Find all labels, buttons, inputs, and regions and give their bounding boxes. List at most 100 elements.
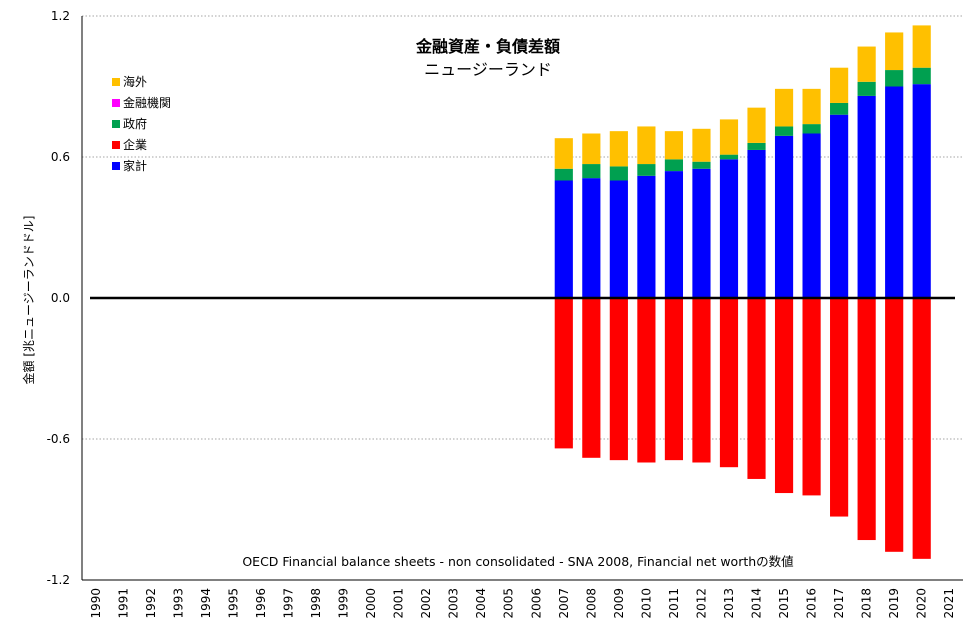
bar-segment [664,171,684,298]
bar-segment [719,154,739,160]
bar-segment [774,298,794,494]
bar-segment [664,159,684,172]
x-tick-label: 1993 [171,588,185,619]
legend-label: 企業 [123,137,147,152]
x-tick-label: 2006 [529,588,543,619]
x-tick-label: 1996 [254,588,268,619]
bar-segment [885,32,904,71]
bar-segment [885,70,904,87]
x-tick-label: 2012 [694,588,708,619]
x-tick-label: 2000 [364,588,378,619]
x-tick-label: 1998 [309,588,323,619]
chart-subtitle: ニュージーランド [424,60,552,79]
bar-segment [830,102,849,115]
legend-label: 海外 [123,74,147,89]
bar-segment [774,88,794,127]
bar-segment [747,298,766,479]
bar-segment [857,46,876,82]
x-tick-label: 2007 [557,588,571,619]
legend-label: 政府 [123,116,147,131]
bar-segment [664,298,684,461]
x-tick-label: 1994 [199,588,213,619]
bar-segment [747,107,766,143]
bar-segment [554,180,573,298]
legend-label: 家計 [123,158,147,173]
bar-segment [774,126,794,136]
y-tick-label: -1.2 [47,573,70,587]
x-tick-label: 1991 [116,588,130,619]
x-tick-label: 2016 [805,588,819,619]
x-tick-label: 1999 [337,588,351,619]
bar-segment [830,67,849,103]
legend-swatch [112,141,120,149]
legend-label: 金融機関 [123,95,171,110]
bar-segment [802,298,821,496]
source-note: OECD Financial balance sheets - non cons… [242,554,793,569]
bar-segment [802,88,821,125]
x-tick-label: 2017 [832,588,846,619]
legend-swatch [112,99,120,107]
bar-segment [830,298,849,517]
bar-segment [582,178,601,298]
x-tick-label: 2018 [860,588,874,619]
x-tick-label: 2011 [667,588,681,619]
bar-segment [692,298,711,463]
bar-segment [912,67,931,85]
bar-segment [747,149,766,298]
bar-layer [554,25,931,559]
bar-segment [912,298,931,559]
legend-swatch [112,78,120,86]
bar-segment [692,161,711,169]
x-tick-label: 2009 [612,588,626,619]
bar-segment [554,168,573,181]
bar-segment [609,131,628,167]
x-tick-label: 2013 [722,588,736,619]
x-tick-label: 2014 [750,588,764,619]
bar-segment [857,95,876,299]
bar-segment [637,126,656,165]
x-tick-label: 1995 [226,588,240,619]
legend-swatch [112,120,120,128]
x-tick-label: 1997 [281,588,295,619]
bar-segment [885,298,904,552]
bar-segment [637,298,656,463]
legend-swatch [112,162,120,170]
bar-segment [554,138,573,169]
x-tick-label: 1990 [89,588,103,619]
bar-segment [609,180,628,298]
x-tick-label: 2001 [392,588,406,619]
bar-segment [582,133,601,165]
x-tick-label: 1992 [144,588,158,619]
bar-segment [719,119,739,155]
x-tick-label: 2004 [474,588,488,619]
bar-segment [637,175,656,298]
bar-segment [830,114,849,298]
x-tick-label: 2010 [639,588,653,619]
bar-segment [802,133,821,298]
bar-segment [637,164,656,176]
chart-title: 金融資産・負債差額 [415,37,560,56]
bar-segment [747,142,766,150]
bar-segment [719,159,739,298]
y-tick-label: 0.6 [51,150,70,164]
bar-segment [774,135,794,298]
y-axis-label: 金額 [兆ニュージーランドドル] [21,216,36,385]
bar-segment [857,298,876,541]
bar-segment [912,84,931,299]
bar-segment [664,131,684,160]
bar-segment [857,81,876,96]
x-tick-label: 2008 [584,588,598,619]
bar-segment [692,168,711,298]
x-tick-label: 2019 [887,588,901,619]
bar-segment [719,298,739,468]
axis-layer: 1.2 0.6 0.0 -0.6 -1.2 1990 1991 1992 1993 1994 199… [47,9,963,619]
x-tick-label: 2021 [942,588,956,619]
bar-segment [692,128,711,162]
x-tick-label: 2015 [777,588,791,619]
bar-segment [912,25,931,68]
y-tick-label: -0.6 [47,432,70,446]
bar-segment [582,298,601,458]
